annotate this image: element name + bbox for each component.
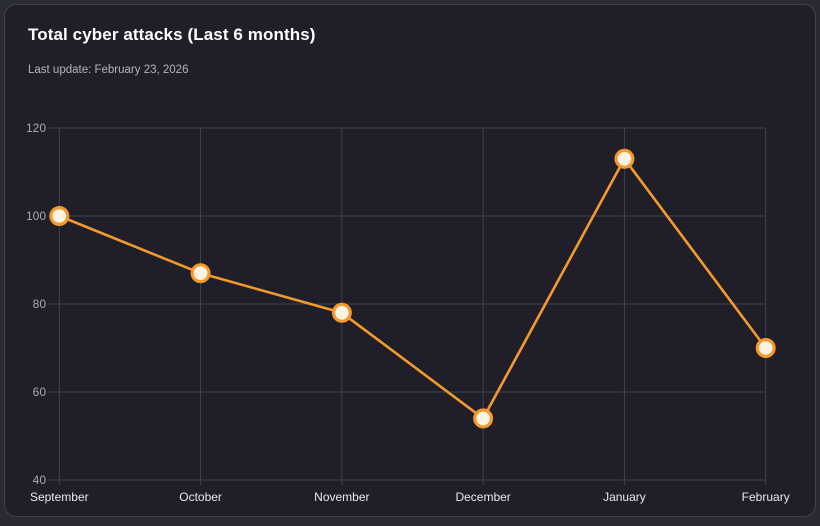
data-point-december[interactable]: [473, 408, 494, 429]
y-tick-label: 80: [33, 297, 47, 311]
y-tick-label: 60: [33, 385, 47, 399]
x-tick-label: October: [179, 490, 222, 504]
chart-card: [4, 4, 816, 517]
data-point-october[interactable]: [190, 263, 211, 284]
chart-title: Total cyber attacks (Last 6 months): [28, 25, 316, 44]
data-point-january[interactable]: [614, 148, 635, 169]
x-tick-label: November: [314, 490, 369, 504]
x-tick-label: January: [603, 490, 646, 504]
series-line: [57, 157, 768, 420]
x-tick-label: February: [742, 490, 790, 504]
x-tick-label: December: [455, 490, 510, 504]
y-tick-label: 120: [26, 121, 46, 135]
x-tick-label: September: [30, 490, 89, 504]
chart-subtitle: Last update: February 23, 2026: [28, 64, 189, 76]
data-point-february[interactable]: [755, 338, 776, 359]
y-tick-label: 40: [33, 473, 47, 487]
data-point-september[interactable]: [49, 206, 70, 227]
y-tick-label: 100: [26, 209, 46, 223]
data-point-november[interactable]: [331, 302, 352, 323]
